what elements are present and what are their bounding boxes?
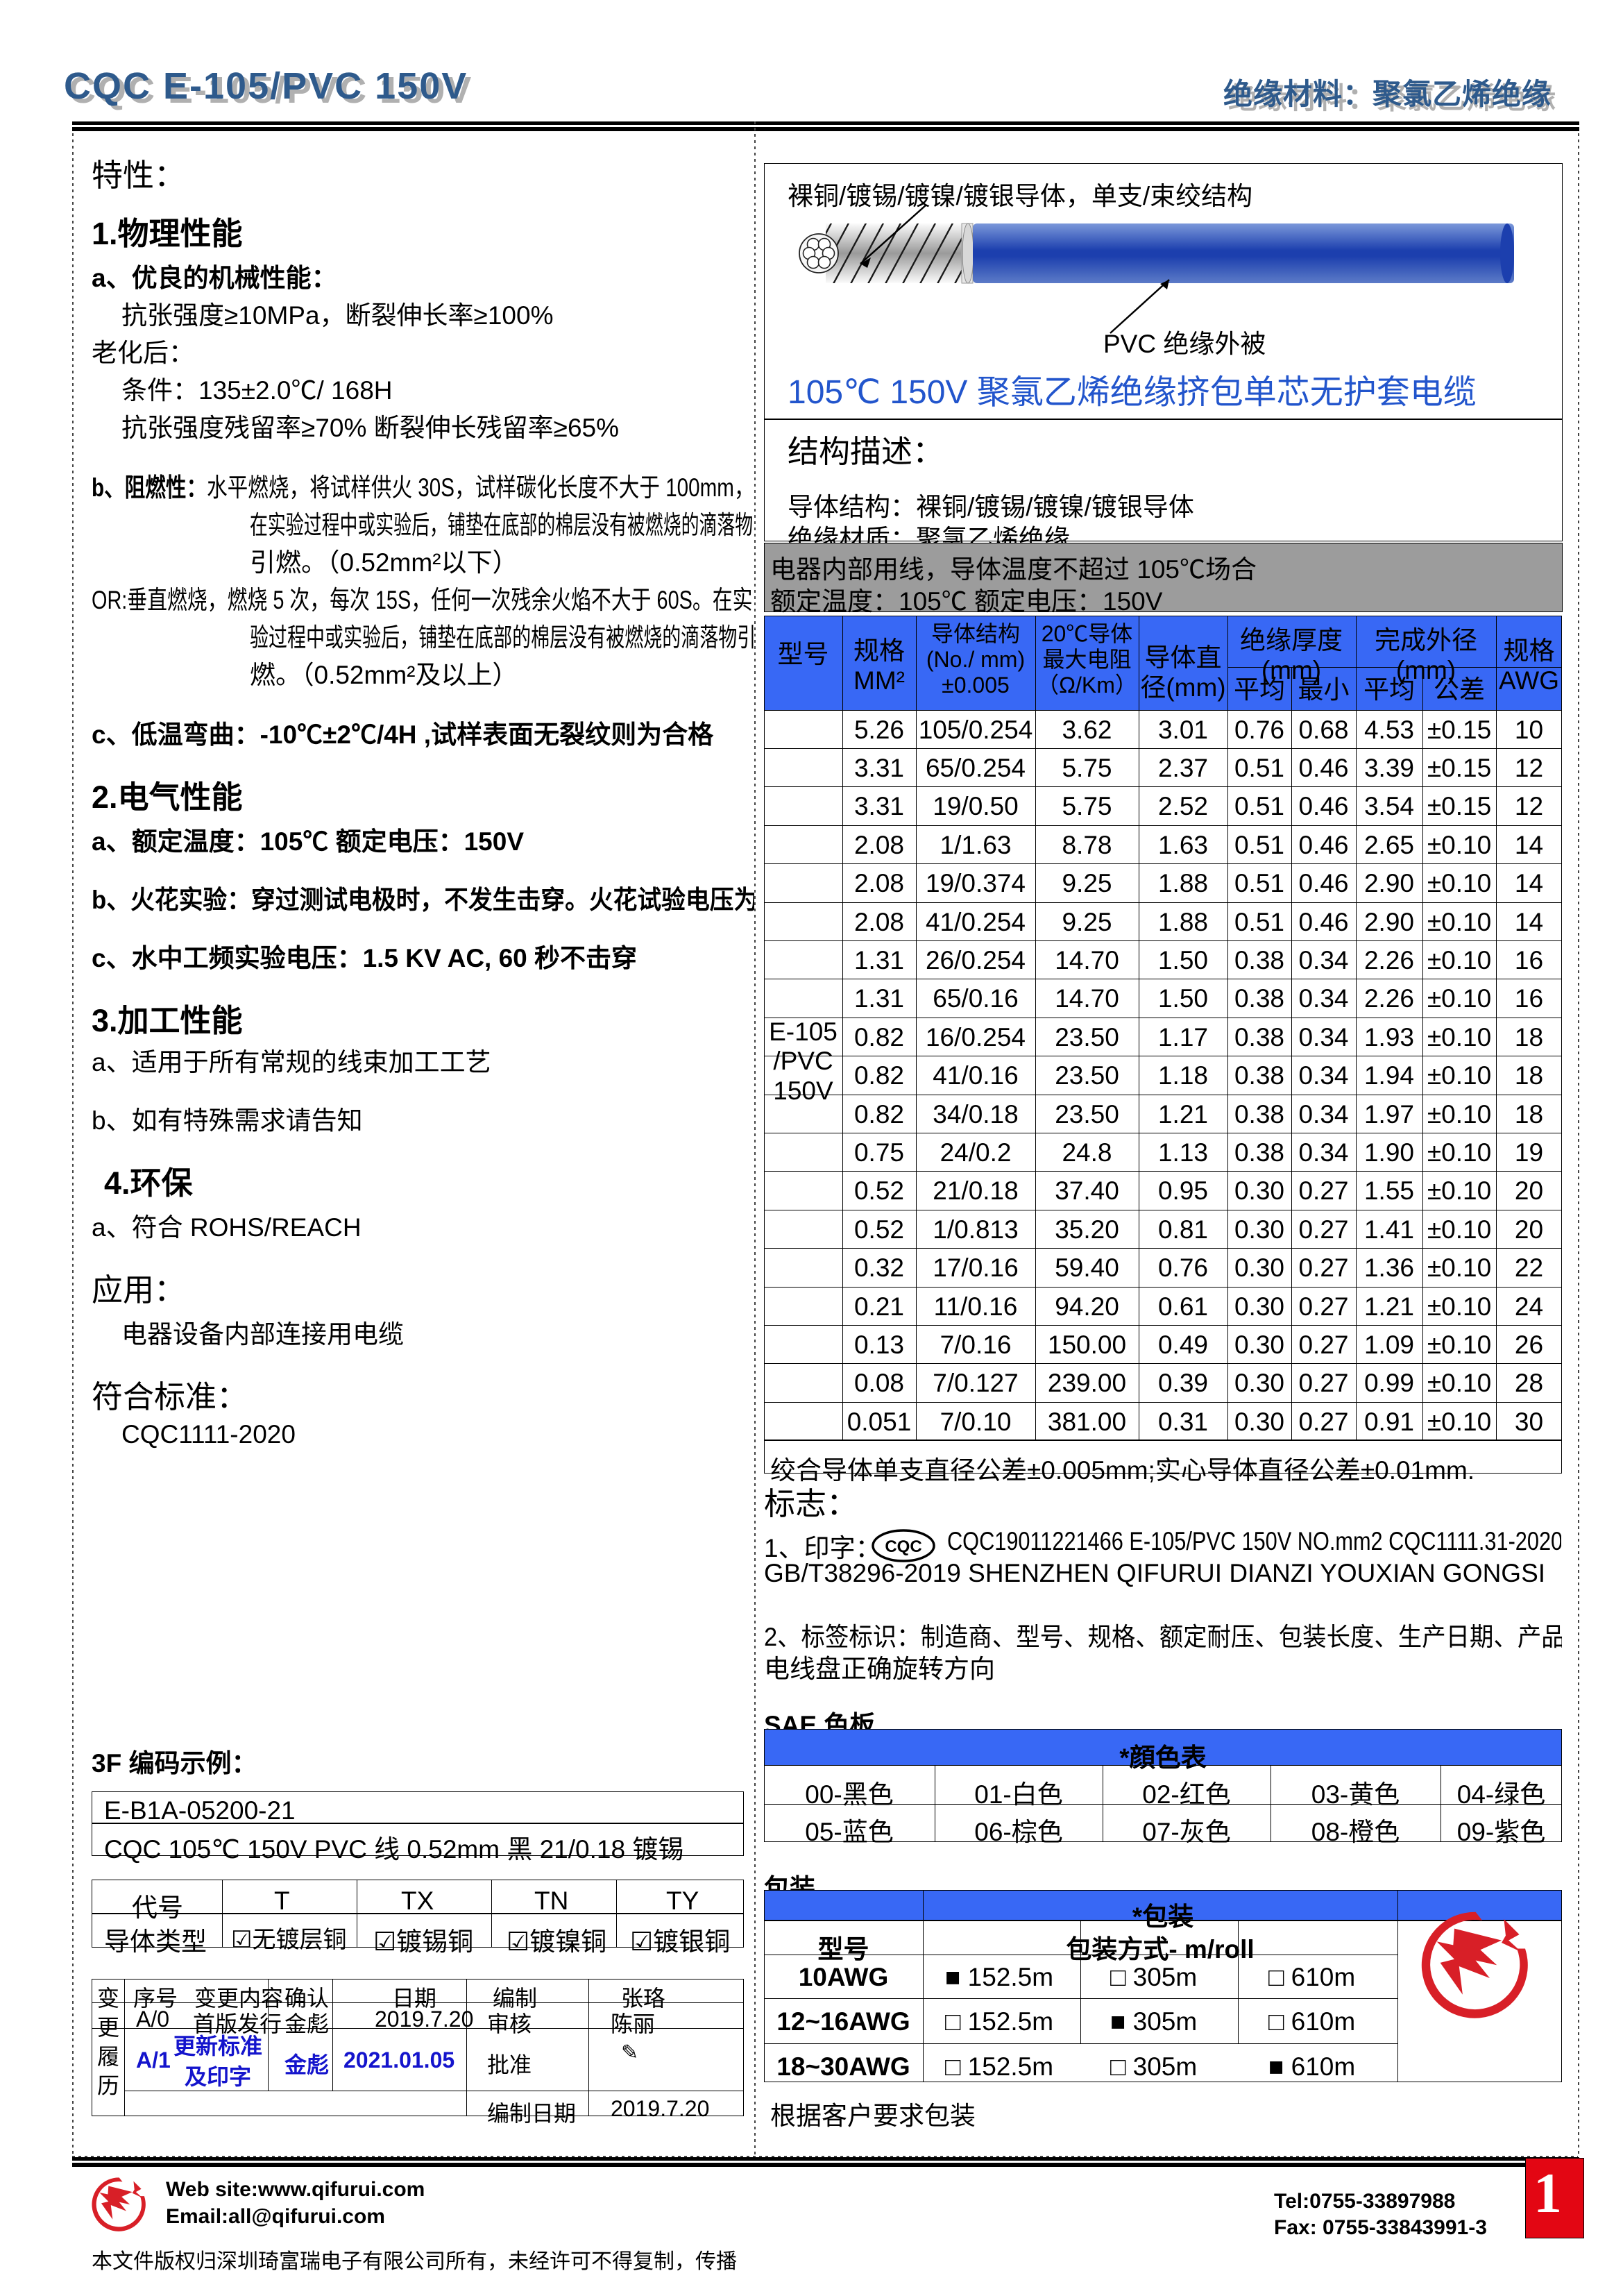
svg-text:CQC: CQC <box>885 1537 921 1556</box>
